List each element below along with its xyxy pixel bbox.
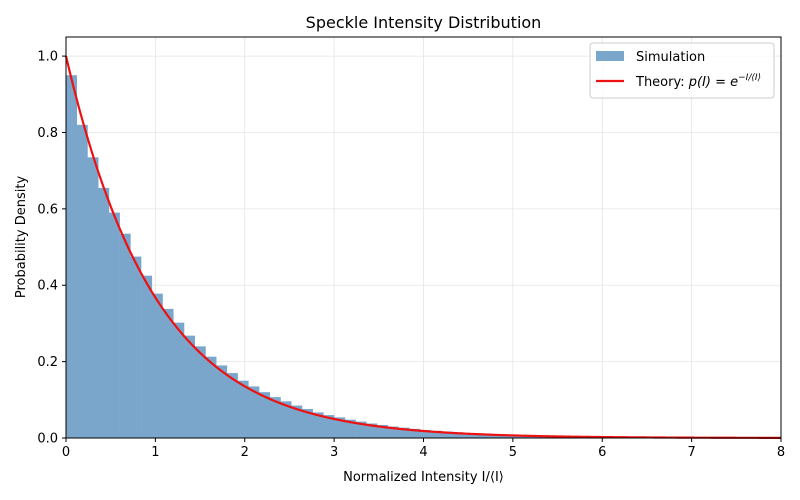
legend-theory-exponent: −I/⟨I⟩: [738, 73, 761, 83]
histogram-bar: [409, 428, 421, 438]
histogram-bar: [183, 335, 195, 438]
histogram-bar: [130, 256, 142, 438]
histogram-bar: [216, 365, 228, 438]
x-tick-label-2: 2: [241, 445, 249, 460]
histogram-bar: [344, 419, 356, 438]
histogram-bar: [194, 346, 206, 438]
y-axis-label: Probability Density: [14, 176, 29, 299]
histogram-bars: [66, 75, 782, 439]
histogram-bar: [248, 386, 260, 438]
x-axis-label: Normalized Intensity I/⟨I⟩: [343, 470, 504, 485]
histogram-bar: [441, 431, 453, 438]
histogram-bar: [151, 293, 163, 438]
histogram-bar: [462, 433, 474, 438]
x-tick-label-7: 7: [687, 445, 695, 460]
y-tick-label-2: 0.4: [37, 279, 58, 294]
histogram-bar: [452, 432, 464, 438]
x-tick-label-8: 8: [777, 445, 785, 460]
histogram-bar: [484, 433, 496, 438]
histogram-bar: [355, 421, 367, 438]
histogram-bar: [98, 187, 110, 438]
y-tick-label-1: 0.2: [37, 355, 58, 370]
histogram-bar: [226, 373, 238, 438]
histogram-bar: [269, 397, 281, 438]
x-tick-label-6: 6: [598, 445, 606, 460]
histogram-bar: [87, 157, 99, 439]
histogram-bar: [334, 417, 346, 438]
x-tick-label-4: 4: [419, 445, 427, 460]
x-tick-label-3: 3: [330, 445, 338, 460]
legend-box: [589, 42, 775, 99]
histogram-bar: [108, 212, 120, 438]
legend-theory-formula: p(I) = e: [688, 75, 738, 90]
histogram-bar: [291, 405, 303, 438]
histogram-bar: [377, 425, 389, 438]
histogram-bar: [323, 415, 335, 438]
histogram-bar: [473, 433, 485, 438]
histogram-bar: [173, 322, 185, 438]
histogram-bar: [119, 233, 131, 438]
x-axis-ticks: 0 1 2 3 4 5 6 7 8: [62, 438, 785, 460]
y-tick-label-0: 0.0: [37, 432, 58, 447]
legend-simulation-label: Simulation: [636, 50, 705, 65]
histogram-bar: [76, 124, 88, 438]
histogram-bar: [280, 401, 292, 438]
histogram-bar: [301, 408, 313, 438]
histogram-bar: [205, 356, 217, 438]
histogram-bar: [398, 427, 410, 438]
legend-theory-label: Theory: p(I) = e−I/⟨I⟩: [635, 73, 761, 90]
histogram-bar: [430, 430, 442, 438]
histogram-bar: [162, 308, 174, 438]
histogram-bar: [312, 412, 324, 438]
histogram-bar: [141, 275, 153, 438]
y-tick-label-5: 1.0: [37, 50, 58, 65]
x-tick-label-1: 1: [151, 445, 159, 460]
histogram-bar: [419, 429, 431, 438]
x-tick-label-0: 0: [62, 445, 70, 460]
histogram-bar: [259, 392, 271, 438]
histogram-bar: [66, 75, 78, 438]
y-tick-label-3: 0.6: [37, 202, 58, 217]
chart-title: Speckle Intensity Distribution: [306, 13, 542, 32]
legend-theory-prefix: Theory:: [635, 75, 689, 90]
x-tick-label-5: 5: [509, 445, 517, 460]
histogram-bar: [366, 423, 378, 438]
y-tick-label-4: 0.8: [37, 126, 58, 141]
legend-simulation-swatch: [596, 51, 624, 61]
histogram-bar: [237, 380, 249, 438]
y-axis-ticks: 0.0 0.2 0.4 0.6 0.8 1.0: [37, 50, 66, 447]
histogram-bar: [387, 426, 399, 438]
legend: Simulation Theory: p(I) = e−I/⟨I⟩: [589, 42, 775, 99]
histogram-bar: [495, 434, 507, 438]
